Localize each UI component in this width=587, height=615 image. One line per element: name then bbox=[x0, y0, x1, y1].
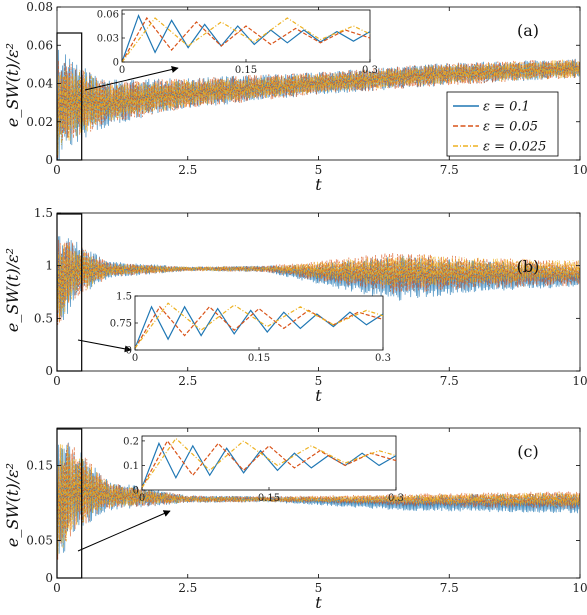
inset-y-tick-label: 0.03 bbox=[97, 34, 119, 45]
legend-label-2: ε = 0.05 bbox=[483, 120, 538, 135]
inset-panel-0: 0 0.15 0.3 0 0.03 0.06 bbox=[97, 10, 378, 77]
x-tick-label: 10 bbox=[572, 374, 587, 388]
inset-x-tick-label: 0.15 bbox=[235, 65, 257, 76]
inset-series-line-3 bbox=[134, 302, 384, 349]
panel-label: (b) bbox=[517, 257, 540, 276]
inset-x-tick-label: 0 bbox=[139, 493, 145, 504]
x-tick-label: 5 bbox=[315, 374, 323, 388]
y-tick-label: 0.5 bbox=[34, 311, 53, 325]
chart-panel-2: 0 2.5 5 7.5 10 0 0.05 0.15 t e_SW(t)/ε² (c) 0 0.15 0.… bbox=[3, 427, 587, 612]
highlight-box bbox=[56, 32, 83, 161]
y-tick-label: 0 bbox=[45, 571, 53, 585]
inset-x-tick-label: 0 bbox=[132, 353, 138, 364]
highlight-box bbox=[56, 428, 83, 579]
zoom-arrow bbox=[77, 510, 171, 552]
x-tick-label: 0 bbox=[53, 581, 61, 595]
series-line-3 bbox=[57, 444, 580, 555]
x-tick-label: 2.5 bbox=[178, 163, 197, 177]
inset-x-tick-label: 0.15 bbox=[258, 493, 280, 504]
x-tick-label: 10 bbox=[572, 163, 587, 177]
inset-x-tick-label: 0.15 bbox=[248, 353, 270, 364]
inset-y-tick-label: 0.06 bbox=[97, 10, 119, 21]
inset-series-line-1 bbox=[134, 305, 384, 349]
x-tick-label: 5 bbox=[315, 163, 323, 177]
x-tick-label: 10 bbox=[572, 581, 587, 595]
x-tick-label: 7.5 bbox=[440, 374, 459, 388]
x-axis-label: t bbox=[315, 593, 322, 612]
series-line-3 bbox=[57, 244, 580, 322]
x-tick-label: 0 bbox=[53, 163, 61, 177]
traces-panel-2 bbox=[57, 442, 580, 560]
y-tick-label: 0.15 bbox=[26, 459, 53, 473]
inset-series-line-2 bbox=[121, 16, 371, 63]
x-axis-label: t bbox=[315, 175, 322, 194]
inset-panel-2: 0 0.15 0.3 0 0.1 0.2 bbox=[123, 435, 404, 504]
inset-y-tick-label: 0 bbox=[133, 486, 139, 497]
inset-series-line-2 bbox=[141, 439, 397, 488]
zoom-arrow bbox=[77, 339, 132, 353]
panel-label: (a) bbox=[517, 21, 539, 40]
inset-x-tick-label: 0 bbox=[119, 65, 125, 76]
y-tick-label: 0 bbox=[45, 364, 53, 378]
x-tick-label: 7.5 bbox=[440, 581, 459, 595]
y-tick-label: 1.5 bbox=[34, 206, 53, 220]
x-tick-label: 2.5 bbox=[178, 374, 197, 388]
inset-y-tick-label: 0.75 bbox=[110, 319, 132, 330]
inset-y-tick-label: 0 bbox=[113, 58, 119, 69]
x-tick-label: 2.5 bbox=[178, 581, 197, 595]
x-tick-label: 7.5 bbox=[440, 163, 459, 177]
panel-label: (c) bbox=[517, 442, 538, 461]
y-tick-label: 0.05 bbox=[26, 534, 53, 548]
y-tick-label: 0.04 bbox=[26, 77, 53, 91]
zoom-arrow bbox=[84, 66, 179, 91]
y-tick-label: 0.06 bbox=[26, 38, 53, 52]
traces-panel-1 bbox=[57, 236, 580, 325]
y-tick-label: 1 bbox=[45, 259, 53, 273]
inset-y-tick-label: 0.1 bbox=[123, 461, 139, 472]
inset-y-tick-label: 1.5 bbox=[116, 292, 132, 303]
inset-panel-1: 0 0.15 0.3 0 0.75 1.5 bbox=[110, 292, 391, 365]
chart-panel-0: 0 2.5 5 7.5 10 0 0.02 0.04 0.06 0.08 t e_SW(t)/ε² (a… bbox=[3, 0, 587, 194]
y-tick-label: 0.08 bbox=[26, 0, 53, 14]
y-tick-label: 0 bbox=[45, 153, 53, 167]
inset-y-tick-label: 0.2 bbox=[123, 436, 139, 447]
inset-series-line-2 bbox=[134, 305, 384, 349]
series-line-2 bbox=[57, 59, 580, 158]
inset-series-line-3 bbox=[121, 17, 371, 63]
inset-x-tick-label: 0.3 bbox=[375, 353, 391, 364]
series-line-3 bbox=[57, 59, 580, 156]
x-tick-label: 0 bbox=[53, 374, 61, 388]
y-axis-label: e_SW(t)/ε² bbox=[3, 43, 22, 127]
inset-series-line-3 bbox=[141, 437, 397, 488]
inset-series-line-1 bbox=[121, 13, 371, 63]
legend-label-3: ε = 0.025 bbox=[483, 140, 546, 155]
inset-y-tick-label: 0 bbox=[126, 346, 132, 357]
inset-frame bbox=[141, 435, 397, 491]
highlight-box bbox=[56, 213, 83, 372]
y-axis-label: e_SW(t)/ε² bbox=[3, 248, 22, 332]
y-tick-label: 0.02 bbox=[26, 115, 53, 129]
legend-label-1: ε = 0.1 bbox=[483, 100, 530, 115]
inset-x-tick-label: 0.3 bbox=[362, 65, 378, 76]
chart-panel-1: 0 2.5 5 7.5 10 0 0.5 1 1.5 t e_SW(t)/ε² (b) 0 0.15 0.3… bbox=[3, 206, 587, 405]
inset-frame bbox=[134, 295, 384, 351]
inset-x-tick-label: 0.3 bbox=[388, 493, 404, 504]
legend: ε = 0.1 ε = 0.05 ε = 0.025 bbox=[446, 91, 559, 157]
x-axis-label: t bbox=[315, 386, 322, 405]
y-axis-label: e_SW(t)/ε² bbox=[3, 463, 22, 547]
traces-panel-0 bbox=[57, 49, 580, 160]
x-tick-label: 5 bbox=[315, 581, 323, 595]
